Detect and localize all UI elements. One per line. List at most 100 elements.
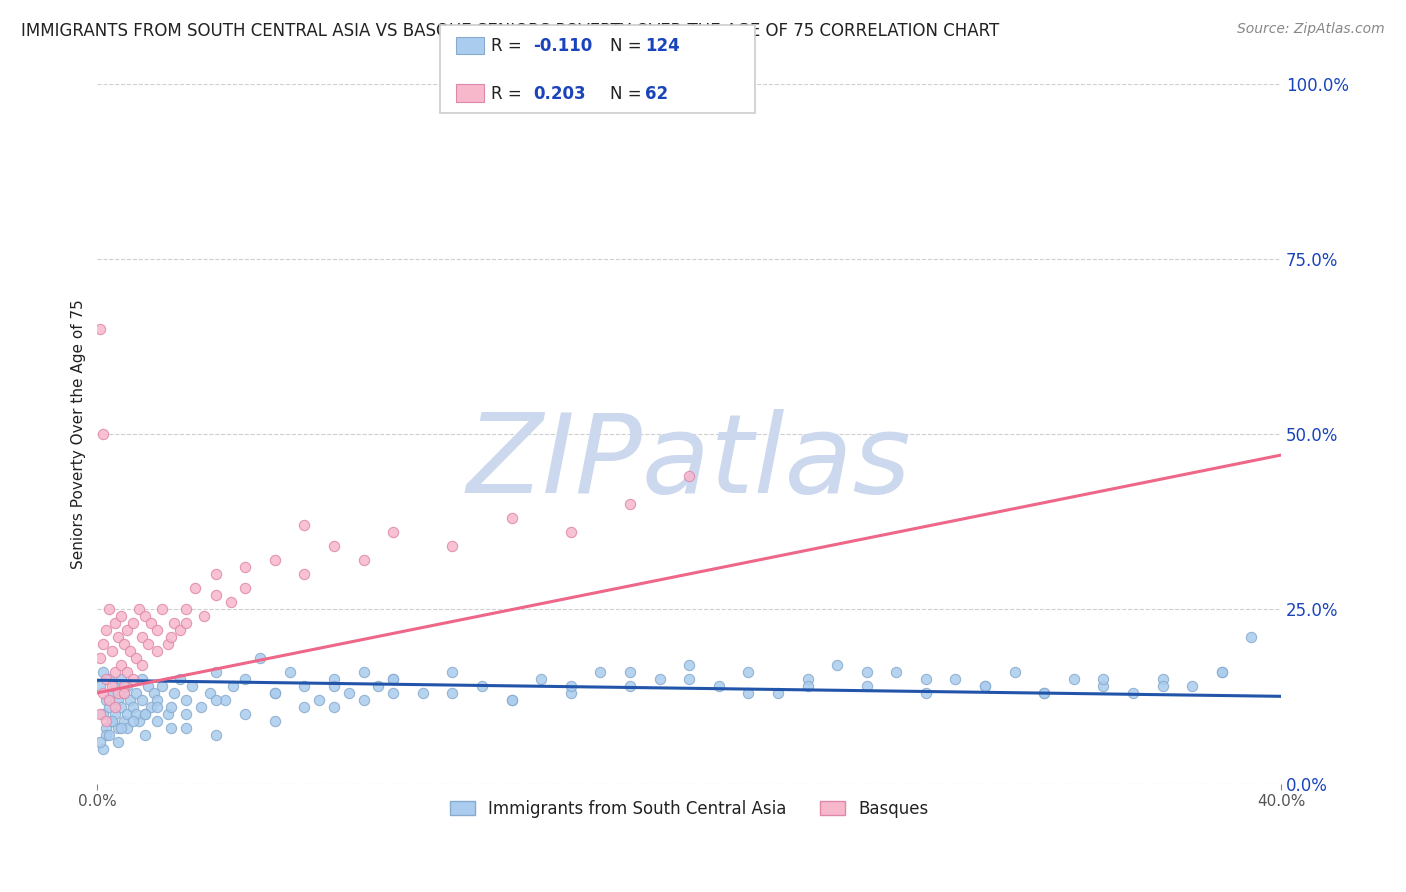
Text: R =: R = <box>491 37 527 55</box>
Point <box>181 679 204 693</box>
Point <box>264 686 287 700</box>
Point <box>131 693 153 707</box>
Point <box>915 686 938 700</box>
Point <box>96 623 118 637</box>
Point <box>91 706 114 721</box>
Point <box>308 693 330 707</box>
Point <box>1152 679 1174 693</box>
Point <box>1211 665 1233 679</box>
Point <box>1122 686 1144 700</box>
Point <box>530 672 553 686</box>
Point <box>134 706 156 721</box>
Point <box>125 706 148 721</box>
Text: ZIPatlas: ZIPatlas <box>467 409 911 516</box>
Point <box>204 665 226 679</box>
Point <box>294 699 316 714</box>
Point <box>323 699 346 714</box>
Point <box>107 721 129 735</box>
Point <box>222 679 245 693</box>
Point <box>264 686 287 700</box>
Point <box>294 566 316 581</box>
Point <box>1181 679 1204 693</box>
Point <box>152 602 174 616</box>
Point <box>174 706 197 721</box>
Point <box>121 699 143 714</box>
Point <box>104 706 127 721</box>
Point <box>157 706 180 721</box>
Point <box>471 679 494 693</box>
Point <box>233 560 256 574</box>
Point <box>89 679 111 693</box>
Point <box>98 699 121 714</box>
Point <box>294 679 316 693</box>
Point <box>1152 672 1174 686</box>
Point <box>128 714 150 728</box>
Point <box>249 651 271 665</box>
Point <box>112 714 135 728</box>
Point <box>204 728 226 742</box>
Point <box>174 602 197 616</box>
Point <box>110 699 132 714</box>
Point <box>145 714 167 728</box>
Point <box>157 637 180 651</box>
Point <box>107 686 129 700</box>
Point <box>98 672 121 686</box>
Point <box>96 714 118 728</box>
Point <box>619 497 641 511</box>
Text: N =: N = <box>610 85 647 103</box>
Point <box>1240 630 1263 644</box>
Point <box>98 693 121 707</box>
Text: R =: R = <box>491 85 527 103</box>
Point <box>136 637 159 651</box>
Point <box>101 644 124 658</box>
Point <box>204 693 226 707</box>
Point <box>233 672 256 686</box>
Point <box>134 608 156 623</box>
Point <box>96 721 118 735</box>
Point <box>648 672 671 686</box>
Point <box>89 322 111 336</box>
Point <box>101 686 124 700</box>
Text: 124: 124 <box>645 37 681 55</box>
Point <box>121 672 143 686</box>
Point <box>278 665 301 679</box>
Point <box>219 595 242 609</box>
Point <box>678 469 700 483</box>
Point <box>107 693 129 707</box>
Point <box>737 686 759 700</box>
Point <box>193 608 215 623</box>
Point <box>560 524 582 539</box>
Point <box>1063 672 1085 686</box>
Point <box>160 721 183 735</box>
Point <box>382 686 405 700</box>
Point <box>174 693 197 707</box>
Point <box>163 686 186 700</box>
Point <box>89 735 111 749</box>
Point <box>1092 672 1115 686</box>
Point <box>190 699 212 714</box>
Point <box>323 672 346 686</box>
Point <box>1033 686 1056 700</box>
Point <box>560 686 582 700</box>
Point <box>382 524 405 539</box>
Legend: Immigrants from South Central Asia, Basques: Immigrants from South Central Asia, Basq… <box>443 793 935 824</box>
Point <box>441 665 464 679</box>
Point <box>441 539 464 553</box>
Point <box>737 665 759 679</box>
Point <box>96 672 118 686</box>
Point <box>110 608 132 623</box>
Point <box>115 623 138 637</box>
Point <box>1092 679 1115 693</box>
Point <box>145 699 167 714</box>
Point <box>98 602 121 616</box>
Point <box>678 672 700 686</box>
Point <box>118 693 141 707</box>
Point <box>382 672 405 686</box>
Point <box>96 693 118 707</box>
Point <box>915 672 938 686</box>
Point <box>142 686 165 700</box>
Point <box>619 665 641 679</box>
Point <box>204 588 226 602</box>
Point <box>125 651 148 665</box>
Text: IMMIGRANTS FROM SOUTH CENTRAL ASIA VS BASQUE SENIORS POVERTY OVER THE AGE OF 75 : IMMIGRANTS FROM SOUTH CENTRAL ASIA VS BA… <box>21 22 1000 40</box>
